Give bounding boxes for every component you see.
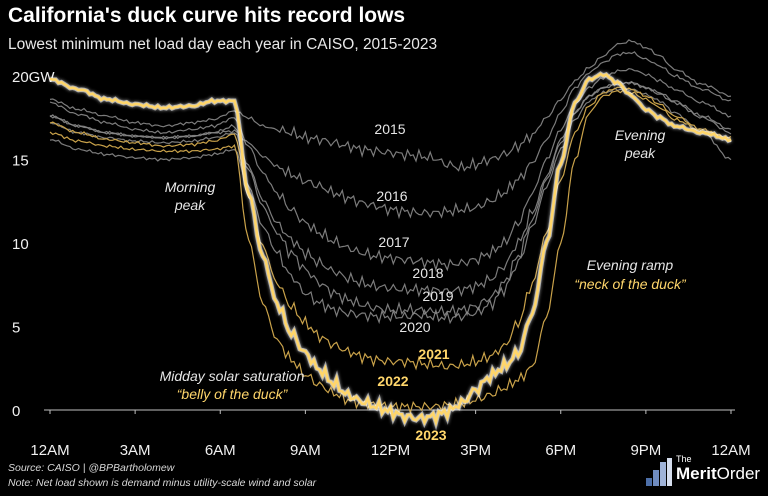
x-tick-label: 6AM: [205, 442, 236, 459]
series-line-2015: [49, 39, 732, 172]
annotation-morning-peak: peak: [174, 197, 206, 213]
method-note: Note: Net load shown is demand minus uti…: [8, 477, 317, 489]
logo-merit: Merit: [676, 464, 717, 483]
x-tick-label: 9PM: [630, 442, 661, 459]
series-label-2019: 2019: [422, 288, 453, 304]
axes: 0 5 10 15 20GW 12AM 3AM 6AM 9AM 12PM 3PM 6PM 9PM 12AM: [12, 69, 751, 459]
source-note: Source: CAISO | @BPBartholomew: [8, 462, 175, 474]
x-tick-label: 3AM: [120, 442, 151, 459]
series-label-2021: 2021: [418, 346, 449, 362]
x-tick-label: 12AM: [30, 442, 69, 459]
series-line-2016: [49, 51, 732, 220]
logo-order: Order: [716, 464, 761, 483]
series-label-2018: 2018: [412, 265, 443, 281]
annotation-midday-solar: Midday solar saturation: [160, 368, 305, 384]
logo-wordmark: MeritOrder: [676, 464, 760, 484]
series-label-2016: 2016: [376, 188, 407, 204]
x-tick-label: 9AM: [290, 442, 321, 459]
merit-order-logo-icon: [646, 458, 672, 486]
series-label-2020: 2020: [399, 319, 430, 335]
series-label-2022: 2022: [377, 373, 408, 389]
annotation-evening-peak: peak: [624, 145, 656, 161]
series-line-2023: [49, 72, 732, 428]
y-tick-label: 15: [12, 153, 29, 170]
annotation-morning-peak: Morning: [165, 179, 216, 195]
series-label-2015: 2015: [374, 121, 405, 137]
series-line-2018: [49, 81, 732, 298]
page-title: California's duck curve hits record lows: [8, 4, 406, 27]
x-tick-label: 12PM: [371, 442, 410, 459]
annotation-belly-of-the-duck: “belly of the duck”: [177, 386, 289, 402]
annotation-neck-of-the-duck: “neck of the duck”: [574, 276, 687, 292]
y-tick-label: 5: [12, 320, 20, 337]
y-tick-label: 20GW: [12, 69, 55, 86]
logo-the: The: [676, 454, 692, 464]
series-lines: [49, 39, 732, 431]
series-label-2023: 2023: [415, 427, 446, 443]
x-tick-label: 6PM: [545, 442, 576, 459]
page-subtitle: Lowest minimum net load day each year in…: [8, 36, 438, 53]
y-tick-label: 0: [12, 403, 20, 420]
annotation-evening-ramp: Evening ramp: [587, 257, 674, 273]
annotation-evening-peak: Evening: [615, 127, 666, 143]
merit-order-logo: The MeritOrder: [646, 454, 760, 490]
series-line-2021: [49, 86, 732, 371]
series-line-2017: [49, 67, 732, 272]
x-tick-label: 12AM: [711, 442, 750, 459]
y-tick-label: 10: [12, 236, 29, 253]
series-label-2017: 2017: [378, 234, 409, 250]
x-tick-label: 3PM: [460, 442, 491, 459]
